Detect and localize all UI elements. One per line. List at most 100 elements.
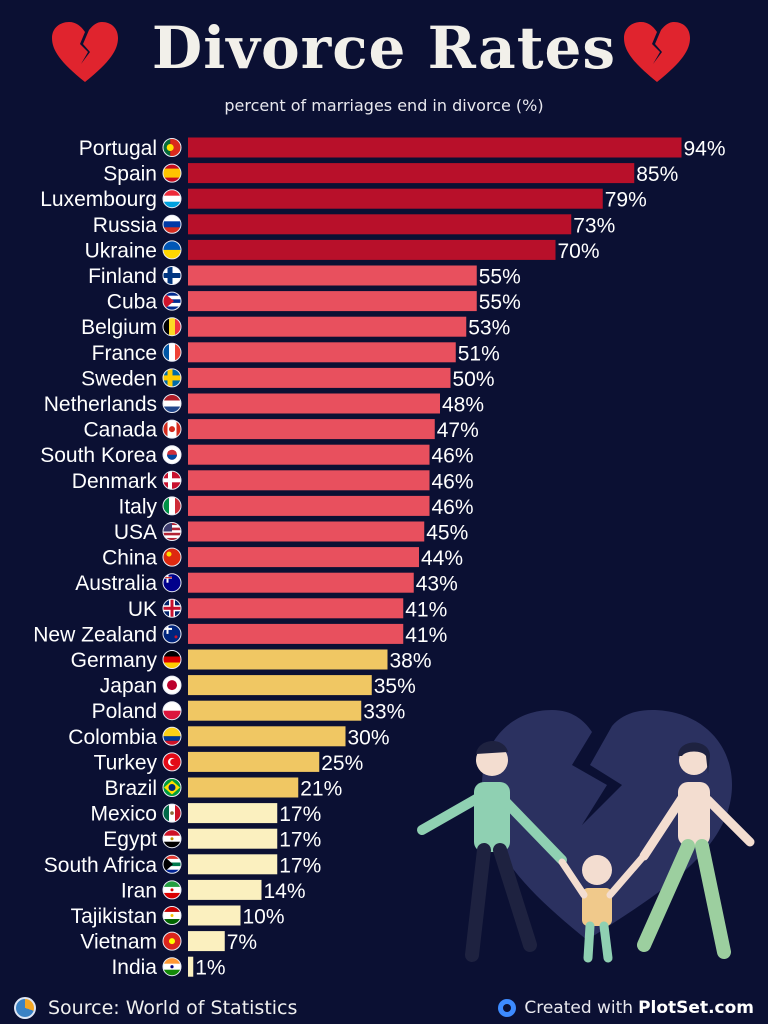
bar <box>188 342 456 363</box>
bar-row: Germany 38% <box>71 649 432 673</box>
value-label: 50% <box>453 368 495 391</box>
flag-egypt-icon <box>162 829 182 849</box>
bar <box>188 572 414 593</box>
credit-footer: Created with PlotSet.com <box>498 994 754 1022</box>
bar <box>188 803 278 824</box>
flag-poland-icon <box>162 701 182 721</box>
bar <box>188 239 556 260</box>
bar-row: Turkey 25% <box>94 751 364 775</box>
flag-luxembourg-icon <box>162 189 182 209</box>
bar <box>188 521 425 542</box>
value-label: 73% <box>573 214 615 237</box>
country-label: Portugal <box>79 137 157 160</box>
bar <box>188 905 241 926</box>
country-label: Denmark <box>72 470 158 493</box>
bar <box>188 828 278 849</box>
plotset-logo-icon <box>498 999 517 1017</box>
bar-row: Russia 73% <box>93 214 615 238</box>
bar-row: Denmark 46% <box>72 470 474 494</box>
country-label: Iran <box>121 879 157 902</box>
bar <box>188 956 194 977</box>
country-label: USA <box>114 521 157 544</box>
bar <box>188 163 635 184</box>
bar-row: Egypt 17% <box>103 828 321 852</box>
value-label: 53% <box>468 317 510 340</box>
flag-vietnam-icon <box>162 931 182 951</box>
bar-row: Portugal 94% <box>79 137 726 161</box>
bar-row: Finland 55% <box>88 265 521 289</box>
country-label: Vietnam <box>80 931 157 954</box>
bar-row: Italy 46% <box>118 495 473 519</box>
bar-row: Japan 35% <box>100 675 416 699</box>
country-label: Canada <box>83 419 157 442</box>
flag-mexico-icon <box>162 803 182 823</box>
value-label: 17% <box>279 829 321 852</box>
country-label: Tajikistan <box>71 905 157 928</box>
broken-heart-icon <box>624 22 690 82</box>
bar <box>188 393 440 414</box>
flag-turkey-icon <box>162 752 182 772</box>
country-label: India <box>111 956 157 979</box>
flag-spain-icon <box>162 163 182 183</box>
bar <box>188 879 262 900</box>
value-label: 38% <box>390 650 432 673</box>
bar <box>188 214 572 235</box>
flag-uk-icon <box>162 598 182 618</box>
bar <box>188 291 477 312</box>
credit-text: Created with <box>524 998 634 1018</box>
flag-india-icon <box>162 957 182 977</box>
flag-japan-icon <box>162 675 182 695</box>
value-label: 21% <box>300 778 342 801</box>
value-label: 1% <box>195 957 225 980</box>
value-label: 25% <box>321 752 363 775</box>
bar <box>188 547 419 568</box>
family-illustration <box>417 710 755 963</box>
flag-colombia-icon <box>162 726 182 746</box>
country-label: New Zealand <box>33 623 157 646</box>
bar-row: France 51% <box>92 342 500 366</box>
bar-row: Canada 47% <box>83 419 478 443</box>
value-label: 41% <box>405 598 447 621</box>
country-label: Finland <box>88 265 157 288</box>
country-label: Italy <box>118 495 157 518</box>
flag-ukraine-icon <box>162 240 182 260</box>
world-of-statistics-logo-icon <box>14 997 36 1019</box>
bar <box>188 700 362 721</box>
flag-germany-icon <box>162 650 182 669</box>
value-label: 30% <box>348 726 390 749</box>
flag-netherlands-icon <box>162 394 182 413</box>
flag-iran-icon <box>162 880 182 900</box>
value-label: 33% <box>363 701 405 724</box>
value-label: 44% <box>421 547 463 570</box>
value-label: 51% <box>458 342 500 365</box>
value-label: 94% <box>684 138 726 161</box>
country-label: Colombia <box>68 726 157 749</box>
flag-cuba-icon <box>162 291 182 311</box>
value-label: 45% <box>426 522 468 545</box>
flag-canada-icon <box>162 419 182 439</box>
country-label: UK <box>128 598 157 621</box>
country-label: Mexico <box>90 803 157 826</box>
country-label: China <box>102 547 157 570</box>
bar <box>188 649 388 670</box>
flag-south-korea-icon <box>162 445 182 465</box>
country-label: Poland <box>92 700 157 723</box>
bar-row: Vietnam 7% <box>80 931 257 955</box>
value-label: 48% <box>442 394 484 417</box>
country-label: Egypt <box>103 828 157 851</box>
country-label: Turkey <box>94 751 158 774</box>
country-label: Cuba <box>107 291 158 314</box>
flag-brazil-icon <box>162 778 182 797</box>
bar <box>188 495 430 516</box>
bar-row: Sweden 50% <box>81 367 494 391</box>
flag-finland-icon <box>162 266 182 285</box>
bar <box>188 137 682 158</box>
bar <box>188 470 430 491</box>
country-label: Brazil <box>104 777 157 800</box>
bar <box>188 444 430 465</box>
country-label: South Africa <box>44 854 158 877</box>
bar-row: Belgium 53% <box>81 316 510 340</box>
flag-australia-icon <box>162 573 182 593</box>
value-label: 17% <box>279 803 321 826</box>
page-title: Divorce Rates <box>151 14 617 82</box>
